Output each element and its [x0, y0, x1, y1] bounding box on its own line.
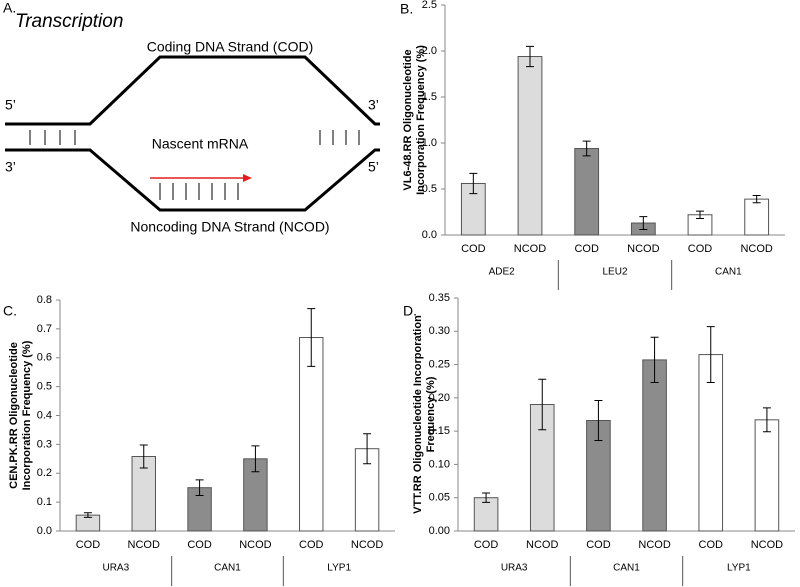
arrow-head: [243, 174, 252, 182]
bar: [517, 56, 543, 236]
y-tick-label: 0.30: [429, 325, 450, 337]
bar: [642, 359, 667, 532]
y-tick-label: 0.8: [37, 294, 52, 306]
y-tick-label: 0.5: [422, 183, 437, 195]
error-bar: [482, 492, 491, 503]
strands: [5, 55, 380, 212]
x-tick-label: NCOD: [740, 243, 772, 255]
panel-label: A.: [3, 0, 16, 16]
y-tick-label: 0.0: [422, 229, 437, 241]
panel-a: A. Transcription 5’ 3’ 3’ 5’ Coding DNA …: [3, 0, 380, 235]
group-label: LYP1: [727, 563, 751, 574]
group-label: ADE2: [489, 267, 516, 278]
panel-label: B.: [400, 1, 413, 17]
y-tick-label: 1.5: [422, 91, 437, 103]
x-tick-label: COD: [474, 539, 499, 551]
x-tick-label: NCOD: [526, 539, 558, 551]
x-tick-label: NCOD: [638, 539, 670, 551]
error-bar: [195, 479, 204, 496]
mrna-label: Nascent mRNA: [152, 136, 249, 152]
error-bar: [650, 336, 659, 384]
x-tick-label: NCOD: [627, 243, 659, 255]
y-axis-label: VTT.RR Oligonucleotide Incorporation: [412, 315, 424, 514]
y-tick-label: 0.5: [37, 381, 52, 393]
y-tick-label: 0.10: [429, 458, 450, 470]
y-tick-label: 1.0: [422, 137, 437, 149]
coding-label: Coding DNA Strand (COD): [147, 39, 314, 55]
y-tick-label: 0.2: [37, 467, 52, 479]
bar: [744, 198, 770, 236]
error-bar: [639, 216, 648, 230]
panel-label: D.: [403, 303, 417, 319]
end-label: 5’: [368, 159, 379, 175]
y-tick-label: 2.0: [422, 45, 437, 57]
panel-label: C.: [3, 303, 17, 319]
y-tick-label: 0.35: [429, 292, 450, 304]
y-axis-label: Incorporation Frequency (%): [415, 45, 427, 195]
group-label: LEU2: [602, 267, 627, 278]
x-tick-label: NCOD: [751, 539, 783, 551]
bar: [574, 148, 600, 236]
y-axis-label: Frequency (%): [425, 376, 437, 452]
end-label: 5’: [5, 97, 16, 113]
y-axis-label: Incorporation Frequency (%): [21, 340, 33, 490]
y-tick-label: 0.20: [429, 392, 450, 404]
group-label: URA3: [501, 563, 528, 574]
x-tick-label: COD: [688, 243, 713, 255]
error-bar: [363, 433, 372, 465]
y-axis-label: CEN.PK.RR Oligonucleotide: [8, 342, 20, 489]
error-bar: [762, 407, 771, 433]
y-tick-label: 0.7: [37, 323, 52, 335]
y-tick-label: 0.0: [37, 525, 52, 537]
x-tick-label: COD: [187, 539, 212, 551]
bar: [754, 419, 780, 532]
y-tick-label: 2.5: [422, 0, 437, 11]
diagram-title: Transcription: [15, 11, 123, 32]
error-bar: [307, 308, 316, 367]
x-tick-label: NCOD: [239, 539, 271, 551]
y-tick-label: 0.00: [429, 525, 450, 537]
noncoding-label: Noncoding DNA Strand (NCOD): [130, 219, 329, 235]
end-label: 3’: [5, 159, 16, 175]
y-tick-label: 0.15: [429, 425, 450, 437]
error-bar: [752, 194, 761, 204]
y-tick-label: 0.25: [429, 358, 450, 370]
error-bar: [594, 400, 603, 441]
x-tick-label: COD: [299, 539, 324, 551]
error-bar: [526, 45, 534, 68]
y-tick-label: 0.6: [37, 352, 52, 364]
end-label: 3’: [368, 97, 379, 113]
y-tick-label: 0.1: [37, 496, 52, 508]
error-bar: [251, 445, 260, 473]
group-label: CAN1: [715, 267, 742, 278]
x-tick-label: COD: [699, 539, 724, 551]
error-bar: [538, 378, 547, 431]
x-tick-label: COD: [574, 243, 599, 255]
error-bar: [83, 512, 92, 518]
x-tick-label: NCOD: [514, 243, 546, 255]
y-axis-label: VL6-48.RR Oligonucleotide: [402, 49, 414, 190]
error-bar: [469, 172, 478, 195]
error-bar: [139, 444, 148, 469]
y-tick-label: 0.4: [37, 409, 52, 421]
group-label: CAN1: [613, 563, 640, 574]
x-tick-label: NCOD: [128, 539, 160, 551]
group-label: URA3: [102, 563, 129, 574]
x-tick-label: COD: [586, 539, 611, 551]
y-tick-label: 0.05: [429, 492, 450, 504]
base-pairs: [29, 130, 360, 200]
error-bar: [582, 140, 591, 157]
x-tick-label: NCOD: [351, 539, 383, 551]
error-bar: [706, 326, 715, 384]
x-tick-label: COD: [461, 243, 486, 255]
y-tick-label: 0.3: [37, 438, 52, 450]
group-label: CAN1: [214, 563, 241, 574]
error-bar: [696, 210, 704, 219]
group-label: LYP1: [327, 563, 351, 574]
x-tick-label: COD: [76, 539, 101, 551]
